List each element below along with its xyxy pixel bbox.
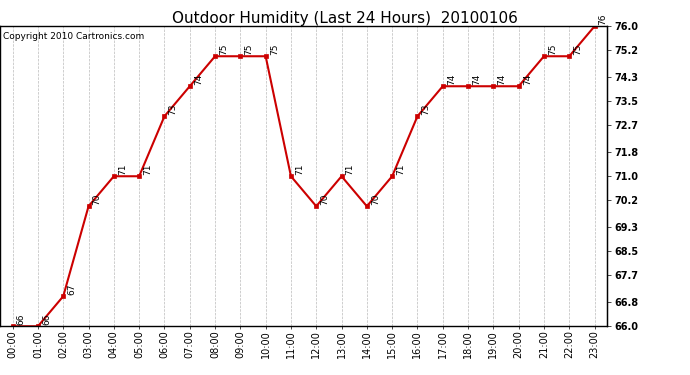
Text: 66: 66 (42, 314, 51, 325)
Text: 75: 75 (270, 44, 279, 55)
Text: 71: 71 (346, 164, 355, 175)
Text: 71: 71 (396, 164, 405, 175)
Text: 74: 74 (523, 74, 532, 85)
Text: 70: 70 (320, 194, 329, 205)
Text: 70: 70 (92, 194, 101, 205)
Text: 74: 74 (472, 74, 481, 85)
Text: 71: 71 (144, 164, 152, 175)
Text: 73: 73 (422, 104, 431, 115)
Text: 71: 71 (118, 164, 127, 175)
Text: 76: 76 (599, 13, 608, 25)
Text: Outdoor Humidity (Last 24 Hours)  20100106: Outdoor Humidity (Last 24 Hours) 2010010… (172, 11, 518, 26)
Text: 70: 70 (371, 194, 380, 205)
Text: 67: 67 (68, 284, 77, 295)
Text: 74: 74 (194, 74, 203, 85)
Text: 66: 66 (17, 314, 26, 325)
Text: 75: 75 (548, 44, 557, 55)
Text: 71: 71 (295, 164, 304, 175)
Text: Copyright 2010 Cartronics.com: Copyright 2010 Cartronics.com (3, 32, 144, 41)
Text: 74: 74 (447, 74, 456, 85)
Text: 73: 73 (168, 104, 177, 115)
Text: 75: 75 (244, 44, 253, 55)
Text: 75: 75 (219, 44, 228, 55)
Text: 75: 75 (573, 44, 582, 55)
Text: 74: 74 (497, 74, 506, 85)
